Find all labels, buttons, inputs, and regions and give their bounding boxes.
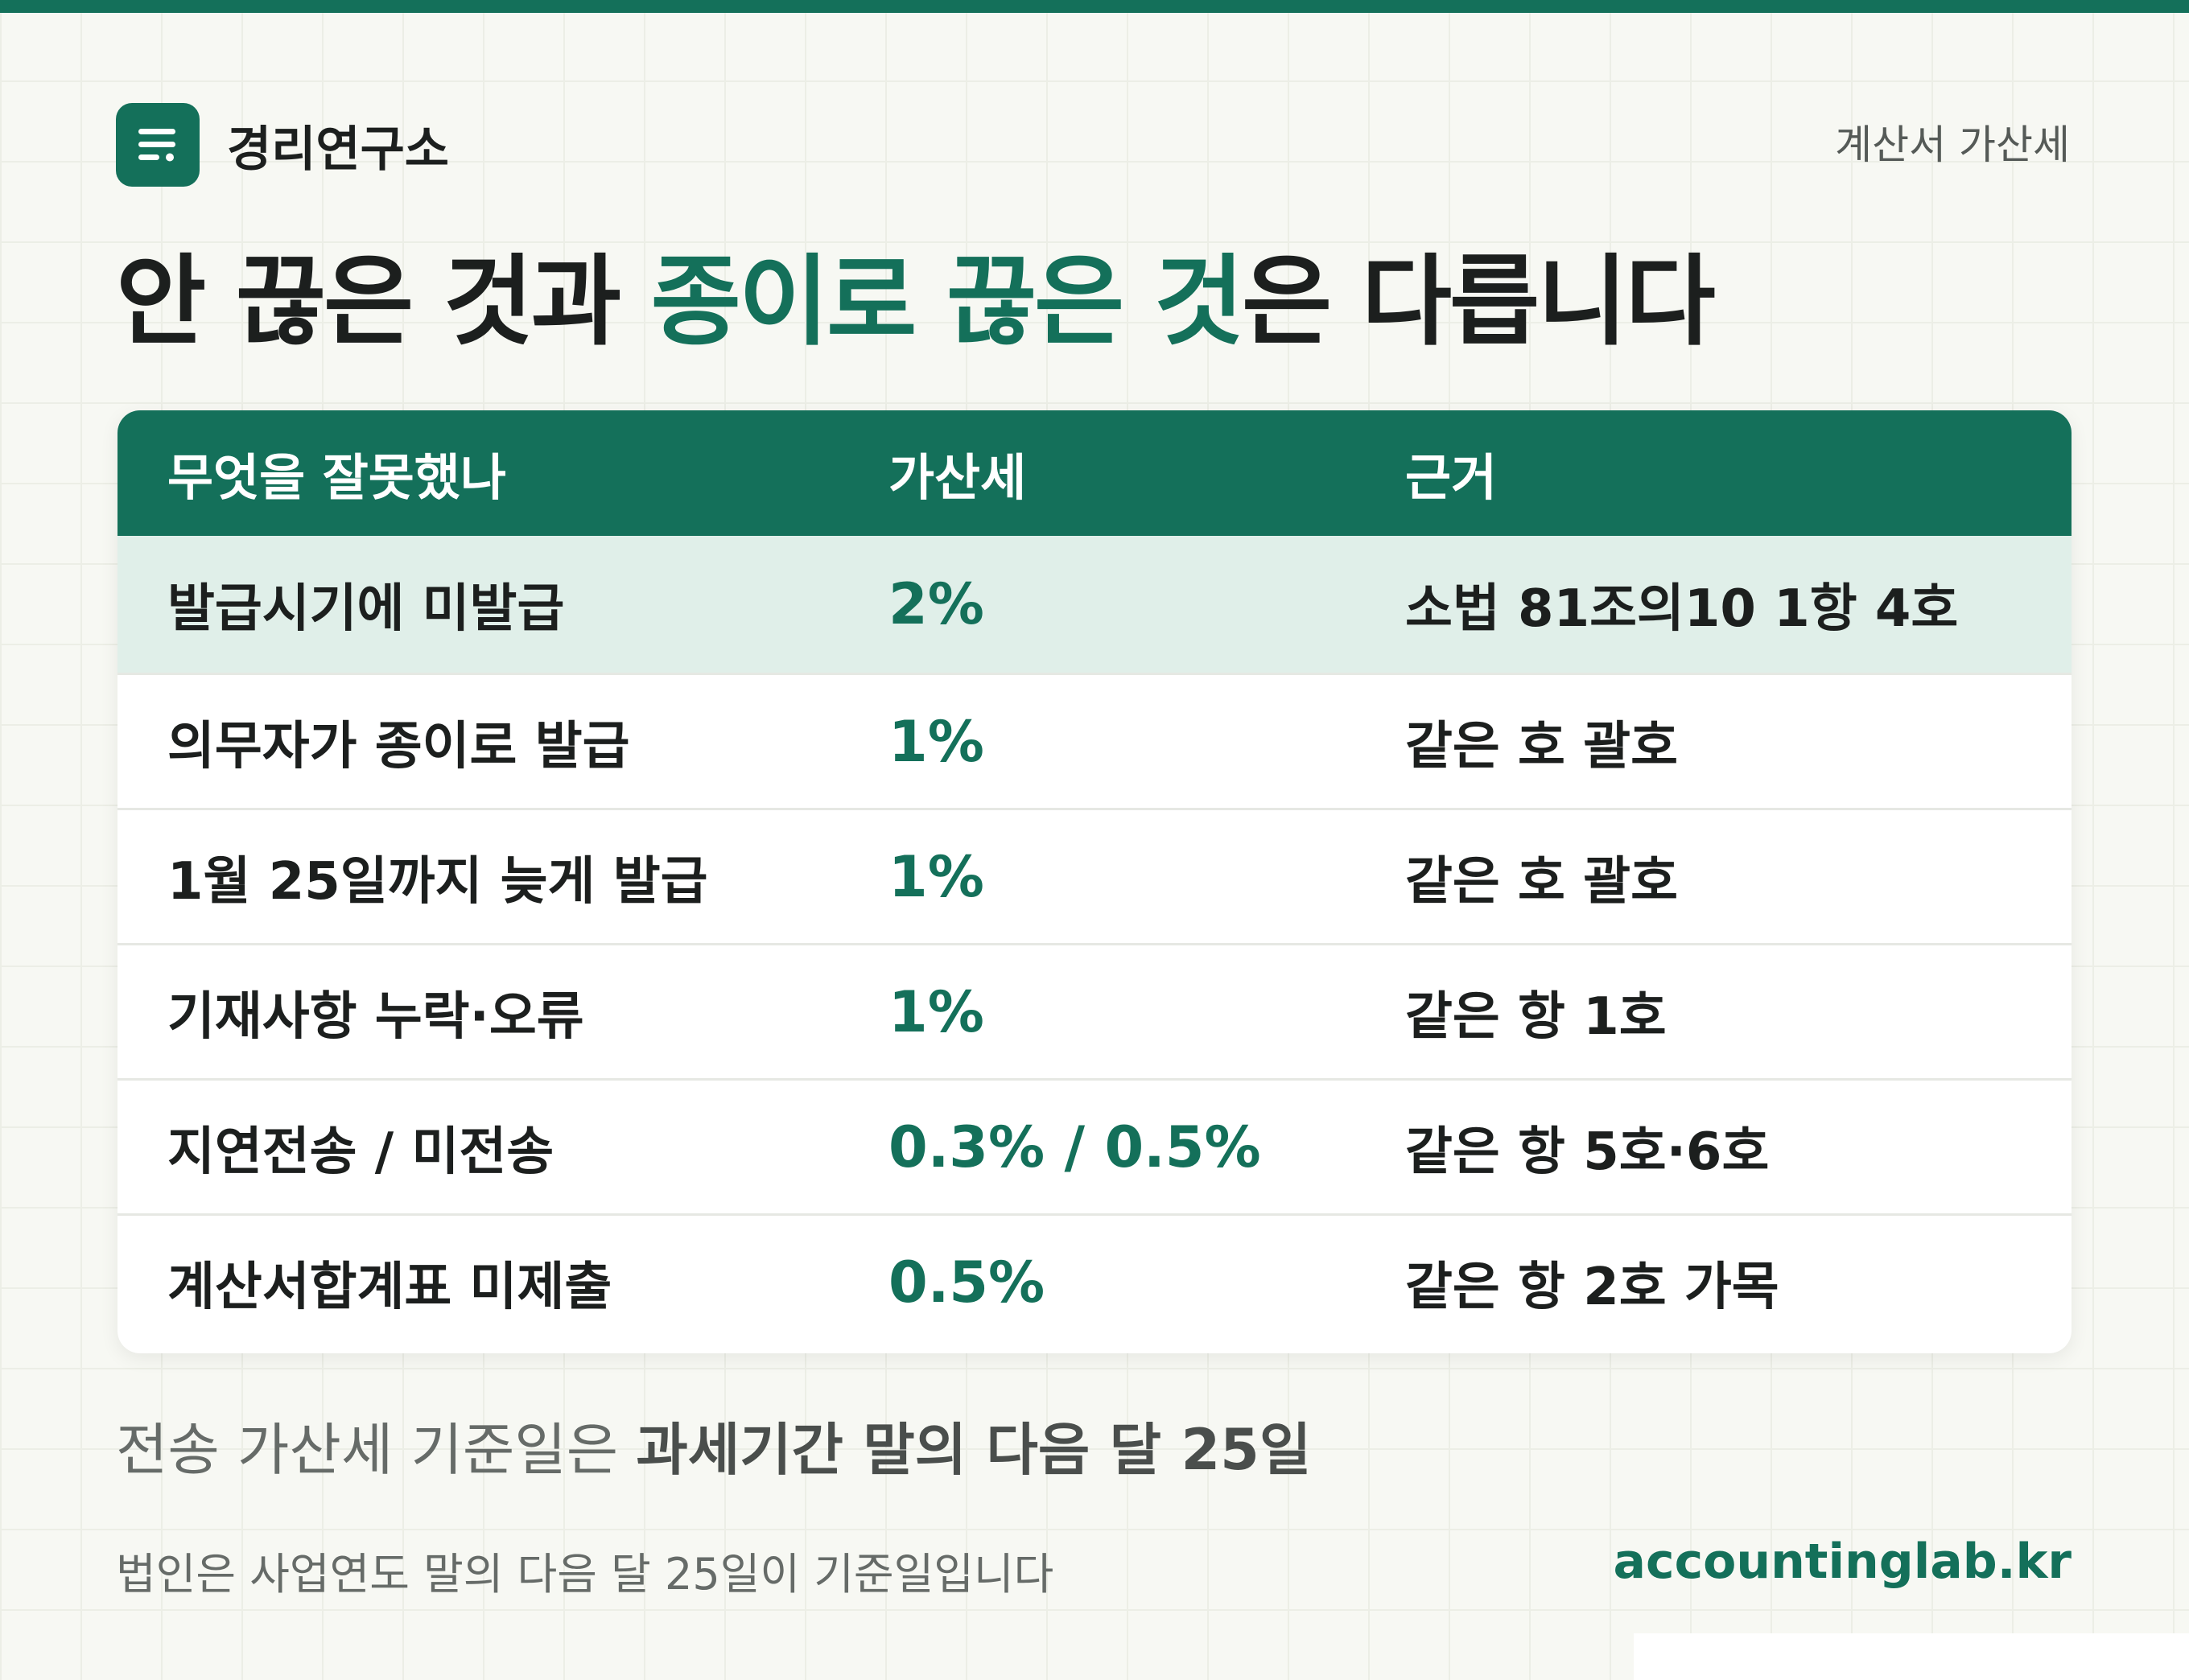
row-basis: 같은 호 괄호 [1405, 851, 1678, 912]
row-rate: 2% [888, 571, 984, 637]
row-rate: 1% [888, 843, 984, 910]
row-issue: 1월 25일까지 늦게 발급 [167, 851, 708, 912]
table-header: 무엇을 잘못했나 가산세 근거 [117, 410, 2072, 536]
title-part-2: 은 다릅니다 [1242, 245, 1716, 359]
table-row: 의무자가 종이로 발급 1% 같은 호 괄호 [117, 673, 2072, 808]
table-row: 기재사항 누락·오류 1% 같은 항 1호 [117, 943, 2072, 1078]
header-rate: 가산세 [888, 448, 1027, 507]
brand-name: 경리연구소 [227, 121, 449, 178]
document-lines-icon [116, 103, 200, 187]
row-basis: 같은 항 1호 [1405, 986, 1667, 1047]
corporate-note: 법인은 사업연도 말의 다음 달 25일이 기준일입니다 [116, 1549, 1054, 1600]
row-issue: 발급시기에 미발급 [167, 579, 565, 639]
row-basis: 같은 호 괄호 [1405, 716, 1678, 776]
deadline-note-emphasis: 과세기간 말의 다음 달 25일 [636, 1417, 1312, 1483]
deadline-note: 전송 가산세 기준일은 과세기간 말의 다음 달 25일 [116, 1405, 1311, 1486]
table-row: 발급시기에 미발급 2% 소법 81조의10 1항 4호 [117, 536, 2072, 673]
row-issue: 지연전송 / 미전송 [167, 1122, 554, 1182]
table-row: 계산서합계표 미제출 0.5% 같은 항 2호 가목 [117, 1213, 2072, 1349]
page-title: 안 끊은 것과 종이로 끊은 것은 다릅니다 [116, 241, 1716, 362]
title-accent: 종이로 끊은 것 [650, 245, 1244, 359]
row-issue: 의무자가 종이로 발급 [167, 716, 630, 776]
row-issue: 기재사항 누락·오류 [167, 986, 584, 1047]
site-url: accountinglab.kr [1613, 1534, 2072, 1590]
header-basis: 근거 [1405, 448, 1498, 507]
row-basis: 같은 항 2호 가목 [1405, 1257, 1779, 1317]
corner-panel [1634, 1633, 2189, 1680]
row-basis: 소법 81조의10 1항 4호 [1405, 579, 1959, 639]
header-issue: 무엇을 잘못했나 [167, 448, 506, 507]
row-rate: 1% [888, 708, 984, 775]
row-rate: 1% [888, 978, 984, 1045]
row-basis: 같은 항 5호·6호 [1405, 1122, 1770, 1182]
brand: 경리연구소 [116, 103, 449, 187]
top-accent-bar [0, 0, 2189, 13]
row-issue: 계산서합계표 미제출 [167, 1257, 612, 1317]
penalty-table: 무엇을 잘못했나 가산세 근거 발급시기에 미발급 2% 소법 81조의10 1… [117, 410, 2072, 1353]
table-row: 지연전송 / 미전송 0.3% / 0.5% 같은 항 5호·6호 [117, 1078, 2072, 1213]
table-row: 1월 25일까지 늦게 발급 1% 같은 호 괄호 [117, 808, 2072, 943]
row-rate: 0.5% [888, 1249, 1045, 1316]
document-tag: 계산서 가산세 [1835, 121, 2070, 168]
deadline-note-prefix: 전송 가산세 기준일은 [116, 1417, 637, 1483]
row-rate: 0.3% / 0.5% [888, 1114, 1261, 1180]
title-part-1: 안 끊은 것과 [116, 245, 651, 359]
